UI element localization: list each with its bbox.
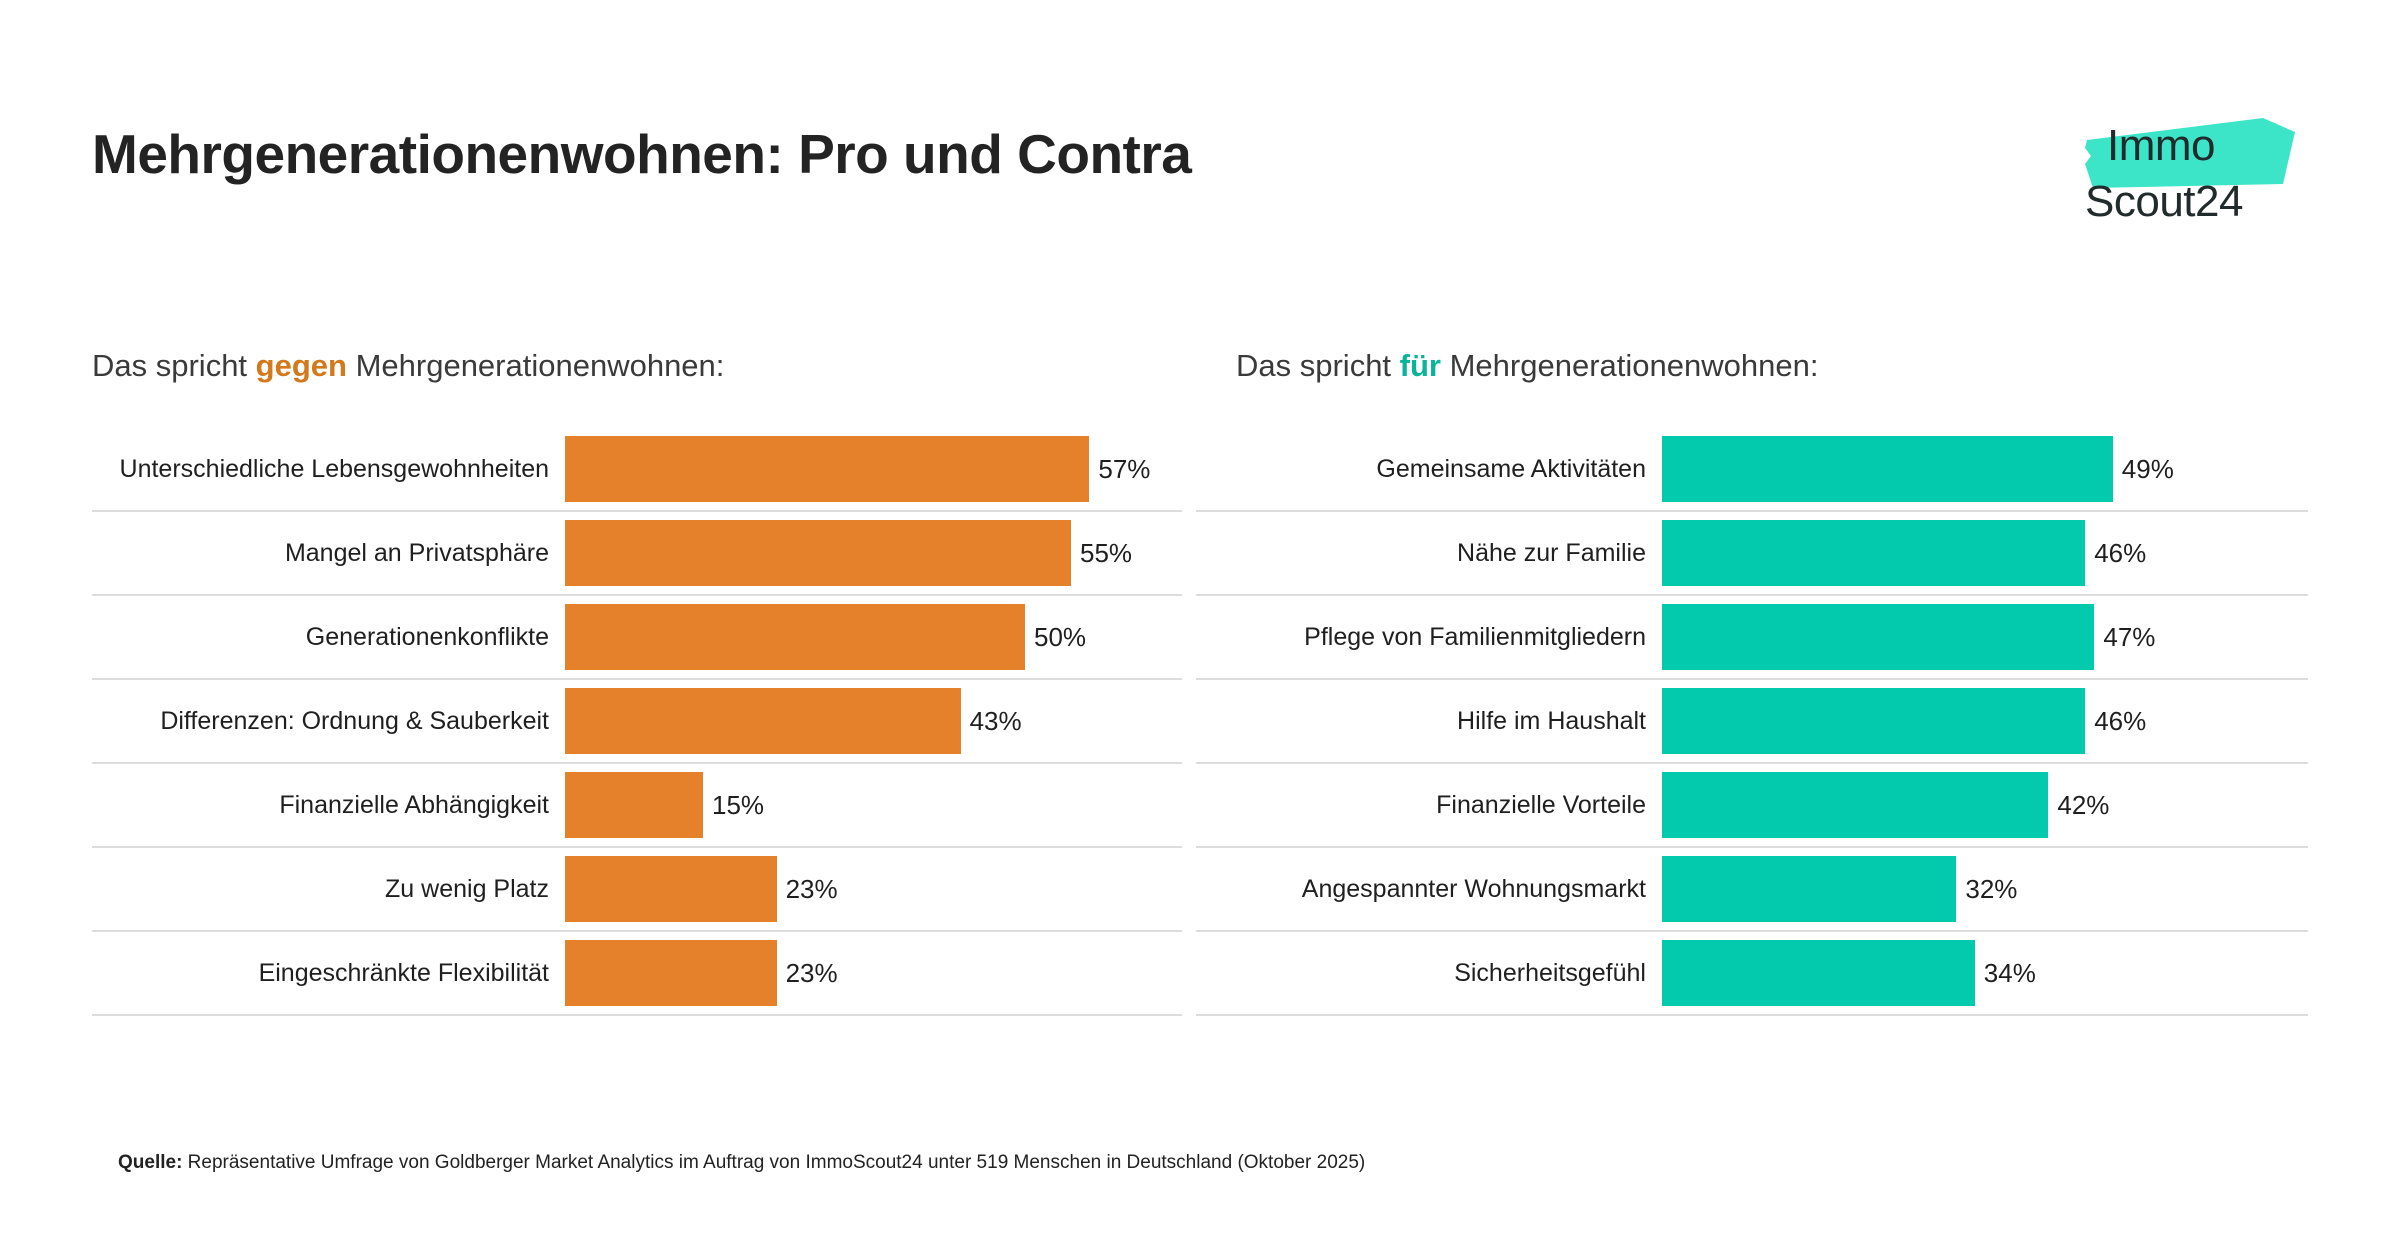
pro-panel: Das spricht für Mehrgenerationenwohnen: … xyxy=(1196,348,2308,1016)
bar-value-label: 34% xyxy=(1983,958,2036,988)
bar-value-label: 23% xyxy=(785,874,838,904)
bar-track: 46% xyxy=(1662,512,2308,594)
bar-track: 46% xyxy=(1662,680,2308,762)
chart-row: Finanzielle Abhängigkeit 15% xyxy=(92,764,1182,848)
bar xyxy=(1662,604,2095,670)
bar-category-label: Mangel an Privatsphäre xyxy=(284,538,549,567)
bar-category-label: Finanzielle Vorteile xyxy=(1436,790,1646,819)
bar-track: 34% xyxy=(1662,932,2308,1014)
chart-row: Unterschiedliche Lebensgewohnheiten 57% xyxy=(92,428,1182,512)
bar-track: 23% xyxy=(565,932,1182,1014)
bar-value-label: 47% xyxy=(2103,622,2156,652)
bar xyxy=(1662,520,2086,586)
bar xyxy=(565,604,1025,670)
bar-track: 43% xyxy=(565,680,1182,762)
bar-track: 15% xyxy=(565,764,1182,846)
bar-value-label: 23% xyxy=(785,958,838,988)
bar-value-label: 43% xyxy=(969,706,1022,736)
bar-value-label: 42% xyxy=(2057,790,2110,820)
chart-row: Hilfe im Haushalt 46% xyxy=(1196,680,2308,764)
bar-category-label: Gemeinsame Aktivitäten xyxy=(1376,454,1646,483)
bar xyxy=(1662,688,2086,754)
chart-row: Zu wenig Platz 23% xyxy=(92,848,1182,932)
bar-category-label: Unterschiedliche Lebensgewohnheiten xyxy=(119,454,549,483)
bar xyxy=(1662,772,2049,838)
bar xyxy=(565,940,777,1006)
bar-track: 50% xyxy=(565,596,1182,678)
bar-value-label: 57% xyxy=(1098,454,1151,484)
bar-category-label: Hilfe im Haushalt xyxy=(1457,706,1646,735)
bar xyxy=(565,856,777,922)
contra-heading-prefix: Das spricht xyxy=(92,348,256,383)
chart-row: Gemeinsame Aktivitäten 49% xyxy=(1196,428,2308,512)
contra-panel: Das spricht gegen Mehrgenerationenwohnen… xyxy=(92,348,1182,1016)
bar-track: 47% xyxy=(1662,596,2308,678)
bar-track: 32% xyxy=(1662,848,2308,930)
bar xyxy=(1662,856,1957,922)
bar-track: 57% xyxy=(565,428,1182,510)
pro-heading-prefix: Das spricht xyxy=(1236,348,1400,383)
bar-category-label: Zu wenig Platz xyxy=(385,874,549,903)
bar xyxy=(1662,436,2113,502)
bar-value-label: 32% xyxy=(1965,874,2018,904)
header: Mehrgenerationenwohnen: Pro und Contra I… xyxy=(0,0,2400,270)
chart-row: Angespannter Wohnungsmarkt 32% xyxy=(1196,848,2308,932)
bar-value-label: 15% xyxy=(712,790,765,820)
pro-bar-chart: Gemeinsame Aktivitäten 49% Nähe zur Famili… xyxy=(1196,428,2308,1016)
chart-row: Finanzielle Vorteile 42% xyxy=(1196,764,2308,848)
contra-bar-chart: Unterschiedliche Lebensgewohnheiten 57% Ma… xyxy=(92,428,1182,1016)
chart-row: Mangel an Privatsphäre 55% xyxy=(92,512,1182,596)
logo-scout24-text: Scout24 xyxy=(2085,177,2243,226)
pro-heading-suffix: Mehrgenerationenwohnen: xyxy=(1441,348,1819,383)
pro-heading: Das spricht für Mehrgenerationenwohnen: xyxy=(1236,348,2308,384)
source-text: Repräsentative Umfrage von Goldberger Ma… xyxy=(182,1152,1366,1173)
bar xyxy=(565,772,703,838)
chart-row: Nähe zur Familie 46% xyxy=(1196,512,2308,596)
bar-value-label: 46% xyxy=(2094,538,2147,568)
chart-row: Eingeschränkte Flexibilität 23% xyxy=(92,932,1182,1016)
bar-value-label: 49% xyxy=(2121,454,2174,484)
bar-value-label: 50% xyxy=(1034,622,1087,652)
immoscout24-logo: Immo Scout24 xyxy=(2085,118,2295,243)
bar-category-label: Eingeschränkte Flexibilität xyxy=(258,958,549,987)
source-note: Quelle: Repräsentative Umfrage von Goldb… xyxy=(118,1152,1365,1174)
bar-track: 49% xyxy=(1662,428,2308,510)
bar-category-label: Sicherheitsgefühl xyxy=(1454,958,1646,987)
page-title: Mehrgenerationenwohnen: Pro und Contra xyxy=(92,123,1192,185)
bar-track: 23% xyxy=(565,848,1182,930)
bar-category-label: Differenzen: Ordnung & Sauberkeit xyxy=(160,706,549,735)
bar-category-label: Nähe zur Familie xyxy=(1457,538,1646,567)
bar-category-label: Pflege von Familienmitgliedern xyxy=(1304,622,1646,651)
chart-row: Generationenkonflikte 50% xyxy=(92,596,1182,680)
bar-track: 42% xyxy=(1662,764,2308,846)
chart-row: Differenzen: Ordnung & Sauberkeit 43% xyxy=(92,680,1182,764)
bar-track: 55% xyxy=(565,512,1182,594)
pro-heading-highlight: für xyxy=(1399,348,1441,383)
bar-value-label: 46% xyxy=(2094,706,2147,736)
bar xyxy=(565,436,1090,502)
logo-immo-text: Immo xyxy=(2107,121,2216,170)
bar xyxy=(565,688,961,754)
bar-category-label: Angespannter Wohnungsmarkt xyxy=(1301,874,1646,903)
bar-category-label: Generationenkonflikte xyxy=(305,622,549,651)
bar-category-label: Finanzielle Abhängigkeit xyxy=(279,790,549,819)
chart-row: Pflege von Familienmitgliedern 47% xyxy=(1196,596,2308,680)
contra-heading-suffix: Mehrgenerationenwohnen: xyxy=(346,348,725,383)
bar xyxy=(565,520,1071,586)
chart-row: Sicherheitsgefühl 34% xyxy=(1196,932,2308,1016)
bar-value-label: 55% xyxy=(1080,538,1133,568)
bar xyxy=(1662,940,1975,1006)
contra-heading-highlight: gegen xyxy=(255,348,347,383)
source-label: Quelle: xyxy=(118,1152,183,1173)
logo-badge-shape xyxy=(2085,118,2295,188)
contra-heading: Das spricht gegen Mehrgenerationenwohnen… xyxy=(92,348,1182,384)
